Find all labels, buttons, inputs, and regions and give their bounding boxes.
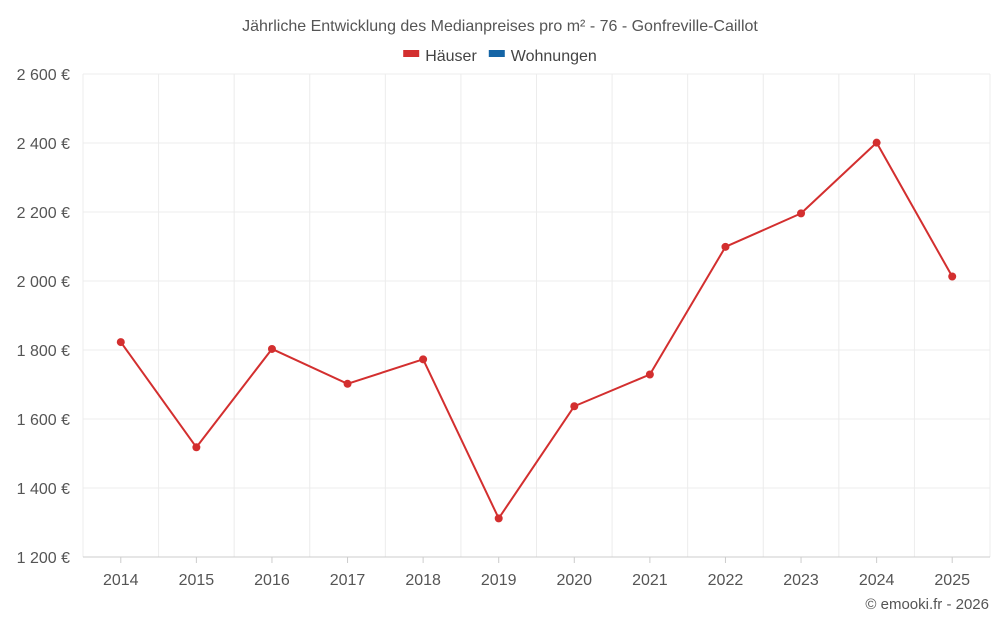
gridlines [82,73,991,558]
legend-swatch [488,50,505,57]
data-point[interactable] [645,370,654,379]
series-line [119,141,954,520]
x-tick-label: 2015 [179,572,215,589]
data-point[interactable] [494,514,503,523]
data-point[interactable] [721,242,730,251]
data-point[interactable] [267,344,276,353]
x-tick-label: 2014 [103,572,139,589]
x-tick-label: 2018 [405,572,441,589]
y-tick-label: 1 200 € [17,550,70,567]
legend-item[interactable]: Häuser [403,48,477,65]
series-layer [116,138,957,523]
data-point[interactable] [419,355,428,364]
legend: Häuser Wohnungen [403,48,597,65]
x-tick-label: 2021 [632,572,668,589]
x-tick-label: 2020 [556,572,592,589]
y-tick-label: 1 800 € [17,343,70,360]
y-tick-label: 1 400 € [17,481,70,498]
data-point[interactable] [116,338,125,347]
x-tick-label: 2022 [708,572,744,589]
x-tick-label: 2016 [254,572,290,589]
data-point[interactable] [570,402,579,411]
data-point[interactable] [343,379,352,388]
legend-swatch [403,50,420,57]
y-tick-label: 1 600 € [17,412,70,429]
legend-label: Häuser [425,48,477,65]
x-tick-label: 2019 [481,572,517,589]
x-axis: 2014 2015 2016 2017 2018 2019 2020 2021 2022 2023… [83,556,990,589]
y-tick-label: 2 000 € [17,274,70,291]
y-axis: 1 200 € 1 400 € 1 600 € 1 800 € 2 000 € 2 200… [17,67,70,567]
chart-title: Jährliche Entwicklung des Medianpreises … [242,18,758,35]
legend-item[interactable]: Wohnungen [488,48,597,65]
data-point[interactable] [797,209,806,218]
data-point[interactable] [192,443,201,452]
legend-label: Wohnungen [511,48,597,65]
y-tick-label: 2 600 € [17,67,70,84]
data-point[interactable] [948,272,957,281]
x-tick-label: 2024 [859,572,895,589]
credit-text: © emooki.fr - 2026 [865,596,989,613]
x-tick-label: 2025 [934,572,970,589]
y-tick-label: 2 400 € [17,136,70,153]
data-point[interactable] [872,138,881,147]
y-tick-label: 2 200 € [17,205,70,222]
x-tick-label: 2017 [330,572,366,589]
x-tick-label: 2023 [783,572,819,589]
